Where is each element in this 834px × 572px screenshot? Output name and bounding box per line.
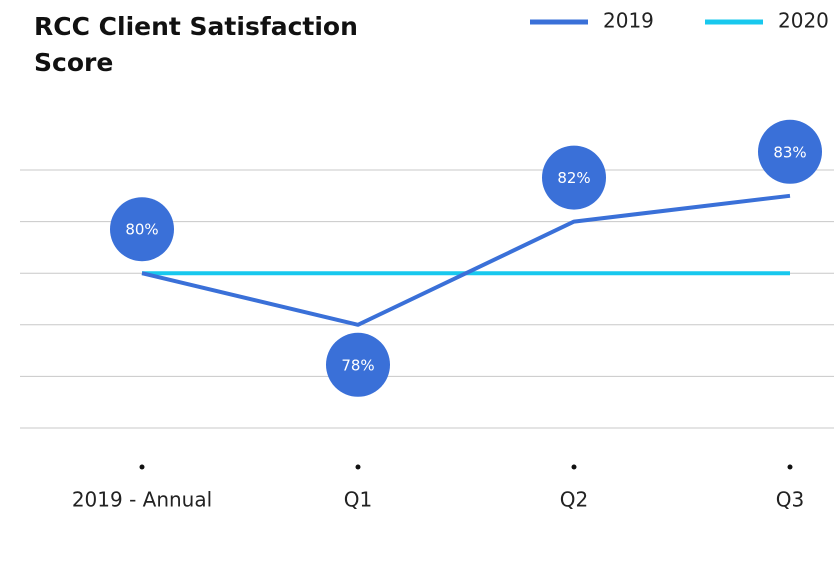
legend-label: 2019 (603, 9, 654, 33)
label-bubble (542, 145, 606, 210)
data-label: 82% (557, 169, 590, 187)
x-tick-dot (787, 464, 793, 470)
data-label: 83% (773, 143, 806, 161)
label-bubble (110, 197, 174, 262)
x-tick-dot (355, 464, 361, 470)
label-bubble (326, 332, 390, 397)
x-tick-label: Q1 (344, 488, 372, 512)
data-label: 78% (341, 356, 374, 374)
x-tick-dot (139, 464, 145, 470)
label-bubble (758, 119, 822, 184)
series-line (141, 193, 791, 327)
x-tick-label: 2019 - Annual (72, 488, 212, 512)
x-tick-label: Q2 (560, 488, 588, 512)
chart-title: RCC Client Satisfaction (34, 12, 358, 41)
data-label: 80% (125, 221, 158, 239)
x-tick-dot (571, 464, 577, 470)
legend-label: 2020 (778, 9, 829, 33)
chart-title: Score (34, 48, 113, 77)
x-tick-label: Q3 (776, 488, 804, 512)
